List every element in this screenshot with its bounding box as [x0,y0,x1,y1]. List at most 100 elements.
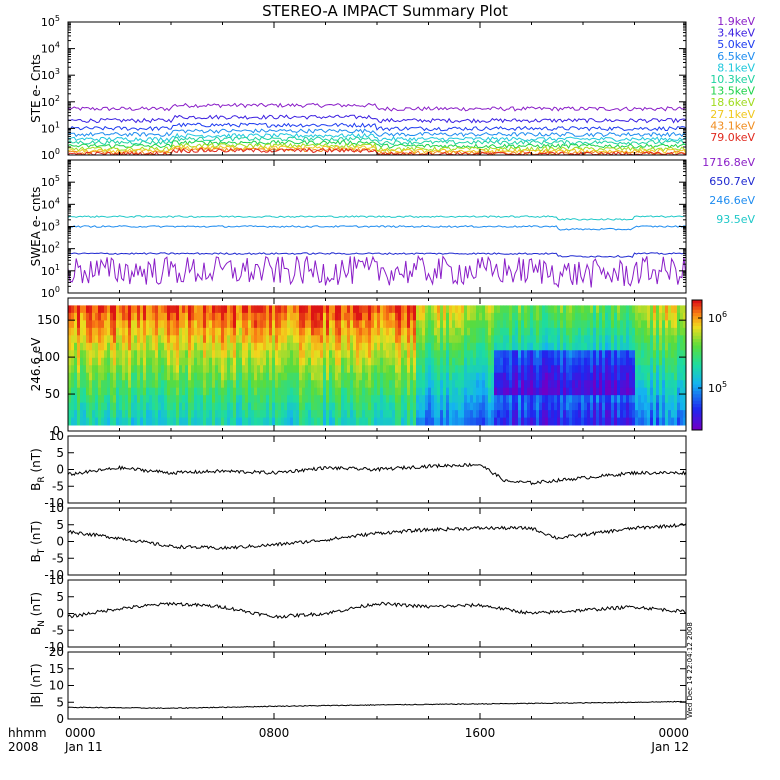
pad-cell [194,417,198,426]
pad-cell [293,417,297,426]
pad-cell [488,402,492,411]
pad-cell [263,402,267,411]
pad-cell [611,357,615,366]
pad-cell [125,410,129,419]
pad-cell [197,402,201,411]
pad-cell [578,312,582,321]
pad-cell [344,372,348,381]
pad-cell [428,365,432,374]
pad-cell [284,410,288,419]
pad-cell [431,327,435,336]
pad-cell [188,395,192,404]
pad-cell [620,372,624,381]
pad-cell [389,312,393,321]
pad-cell [227,357,231,366]
pad-cell [260,387,264,396]
pad-cell [194,410,198,419]
pad-cell [647,417,651,426]
pad-cell [443,372,447,381]
pad-cell [377,402,381,411]
pad-cell [74,417,78,426]
pad-cell [68,357,72,366]
pad-cell [668,365,672,374]
pad-cell [146,410,150,419]
pad-cell [578,380,582,389]
pad-cell [251,320,255,329]
pad-cell [413,305,417,314]
pad-cell [164,387,168,396]
pad-cell [170,335,174,344]
pad-cell [113,365,117,374]
pad-cell [68,380,72,389]
pad-cell [329,312,333,321]
pad-cell [389,327,393,336]
pad-cell [218,320,222,329]
pad-cell [677,395,681,404]
pad-cell [443,350,447,359]
pad-cell [173,350,177,359]
pad-cell [212,305,216,314]
pad-cell [155,410,159,419]
pad-cell [431,417,435,426]
pad-cell [512,380,516,389]
pad-cell [608,312,612,321]
pad-cell [662,410,666,419]
pad-cell [512,312,516,321]
pad-cell [503,387,507,396]
pad-cell [407,350,411,359]
pad-cell [242,380,246,389]
pad-cell [575,335,579,344]
pad-cell [608,365,612,374]
pad-cell [398,380,402,389]
pad-cell [431,335,435,344]
pad-cell [269,380,273,389]
pad-cell [179,335,183,344]
pad-cell [167,380,171,389]
pad-cell [557,350,561,359]
pad-cell [587,305,591,314]
pad-cell [668,320,672,329]
pad-cell [572,305,576,314]
pad-cell [461,350,465,359]
pad-cell [395,380,399,389]
pad-cell [593,372,597,381]
pad-cell [305,365,309,374]
pad-cell [659,417,663,426]
pad-cell [344,357,348,366]
pad-cell [341,372,345,381]
pad-cell [452,387,456,396]
pad-cell [257,410,261,419]
pad-cell [185,320,189,329]
pad-cell [527,402,531,411]
pad-cell [86,380,90,389]
pad-cell [503,342,507,351]
pad-cell [659,335,663,344]
pad-cell [494,372,498,381]
pad-cell [398,365,402,374]
pad-cell [188,365,192,374]
pad-cell [410,387,414,396]
pad-cell [416,320,420,329]
pad-cell [674,335,678,344]
pad-cell [212,387,216,396]
pad-cell [389,402,393,411]
pad-cell [302,342,306,351]
pad-cell [470,350,474,359]
pad-cell [227,417,231,426]
pad-cell [227,402,231,411]
pad-cell [434,320,438,329]
pad-cell [257,342,261,351]
pad-cell [236,312,240,321]
pad-cell [200,410,204,419]
pad-cell [230,395,234,404]
pad-cell [419,312,423,321]
pad-cell [293,387,297,396]
pad-cell [143,335,147,344]
pad-cell [218,387,222,396]
pad-cell [365,365,369,374]
pad-cell [557,380,561,389]
pad-cell [170,357,174,366]
pad-cell [98,357,102,366]
pad-cell [368,410,372,419]
pad-cell [77,417,81,426]
